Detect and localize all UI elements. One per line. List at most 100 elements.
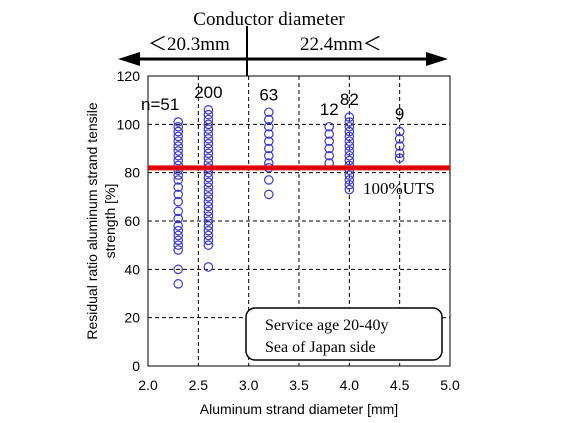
data-point xyxy=(203,196,214,207)
data-point xyxy=(344,126,355,137)
count-label: n=51 xyxy=(141,95,179,114)
data-point xyxy=(344,112,355,122)
legend-box xyxy=(245,307,443,361)
data-point xyxy=(394,126,405,137)
data-point xyxy=(394,134,405,144)
count-label: 200 xyxy=(194,83,222,102)
data-point xyxy=(394,148,405,159)
data-point xyxy=(263,107,274,118)
legend-line-1: Service age 20-40y xyxy=(265,317,389,334)
data-point xyxy=(324,129,334,139)
data-point xyxy=(263,114,274,125)
data-point xyxy=(173,146,183,156)
data-point xyxy=(173,121,183,132)
y-axis-label-line-1: Residual ratio aluminum strand tensile xyxy=(84,102,100,340)
data-point xyxy=(344,117,355,127)
data-point xyxy=(173,182,183,192)
data-point xyxy=(203,216,214,226)
data-point xyxy=(203,182,214,192)
data-point xyxy=(263,129,274,139)
data-point xyxy=(344,131,355,142)
data-point xyxy=(344,146,355,156)
right-range-label: 22.4mm＜ xyxy=(300,34,382,55)
x-tick-label: 3.0 xyxy=(239,377,259,393)
x-tick-label: 4.5 xyxy=(390,377,410,393)
data-point xyxy=(203,138,214,149)
data-point xyxy=(324,150,334,161)
data-point xyxy=(203,177,214,188)
data-point xyxy=(203,206,214,217)
x-tick-label: 4.0 xyxy=(340,377,360,393)
conductor-diameter-title: Conductor diameter xyxy=(193,9,345,30)
data-point xyxy=(263,150,274,161)
x-axis-label: Aluminum strand diameter [mm] xyxy=(200,401,398,417)
axis-ticks: 0 20 40 60 80 100 120 2.0 2.5 3.0 3.5 4.0 4.5 5.0 xyxy=(117,68,460,393)
uts-reference-label: 100%UTS xyxy=(363,179,435,198)
data-point xyxy=(173,126,183,137)
data-point xyxy=(203,148,214,159)
y-tick-label: 0 xyxy=(132,358,140,374)
data-point xyxy=(173,131,183,142)
data-point xyxy=(324,136,334,147)
data-point xyxy=(203,114,214,125)
left-arrowhead xyxy=(118,52,140,66)
data-point xyxy=(173,196,183,207)
data-point xyxy=(173,235,183,246)
left-range-label: ＜20.3mm xyxy=(148,34,230,55)
data-point xyxy=(344,170,355,180)
data-point xyxy=(344,179,355,190)
count-label: 82 xyxy=(340,90,359,109)
data-point xyxy=(203,225,214,236)
data-point xyxy=(203,221,214,231)
x-tick-label: 2.0 xyxy=(138,377,158,393)
data-point xyxy=(173,264,183,275)
data-point xyxy=(344,175,355,185)
data-point xyxy=(173,175,183,185)
data-point xyxy=(173,189,183,200)
data-point xyxy=(203,143,214,154)
data-point xyxy=(203,105,214,115)
data-point xyxy=(203,124,214,134)
y-tick-label: 20 xyxy=(124,310,140,326)
data-point xyxy=(173,213,183,224)
data-point xyxy=(173,141,183,151)
data-point xyxy=(173,279,183,289)
x-tick-label: 5.0 xyxy=(440,377,460,393)
data-point xyxy=(203,134,214,144)
data-point xyxy=(203,172,214,183)
data-point xyxy=(173,150,183,161)
x-tick-label: 3.5 xyxy=(289,377,309,393)
data-point xyxy=(173,240,183,250)
data-point xyxy=(394,153,405,163)
data-point xyxy=(203,240,214,250)
y-tick-label: 120 xyxy=(117,68,141,84)
data-point xyxy=(344,184,355,195)
data-point xyxy=(173,221,183,231)
y-axis-label-line-2: strength [%] xyxy=(102,184,118,259)
x-tick-label: 2.5 xyxy=(189,377,209,393)
data-point xyxy=(344,121,355,132)
data-point xyxy=(173,170,183,180)
data-point xyxy=(344,155,355,166)
y-tick-label: 80 xyxy=(124,165,140,181)
count-label: 9 xyxy=(395,105,404,124)
data-point xyxy=(344,136,355,147)
data-point xyxy=(344,141,355,151)
data-point xyxy=(203,235,214,246)
data-point xyxy=(324,143,334,154)
data-point xyxy=(394,141,405,151)
data-point xyxy=(203,129,214,139)
data-point xyxy=(203,109,214,120)
data-point xyxy=(263,175,274,185)
data-point xyxy=(203,153,214,163)
data-point xyxy=(173,230,183,241)
data-point xyxy=(203,119,214,130)
data-point xyxy=(173,245,183,255)
data-point xyxy=(263,143,274,154)
count-label: 12 xyxy=(320,100,339,119)
data-point xyxy=(203,192,214,202)
data-point xyxy=(203,187,214,197)
data-point xyxy=(173,136,183,147)
